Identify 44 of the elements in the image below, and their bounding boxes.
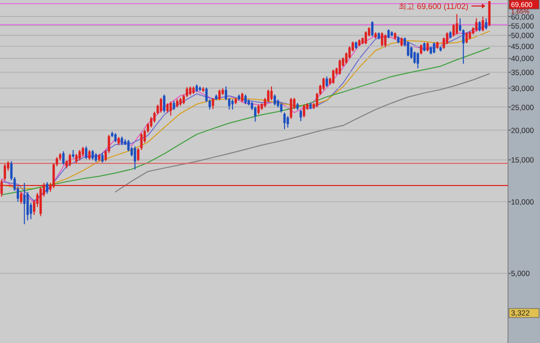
candlestick — [432, 42, 436, 54]
candlestick — [482, 16, 484, 32]
candlestick — [410, 46, 413, 60]
candlestick — [46, 182, 48, 194]
candlestick — [478, 20, 481, 32]
candlestick — [338, 58, 341, 76]
candlestick — [75, 153, 78, 164]
candlestick — [465, 32, 468, 44]
candlestick — [82, 146, 84, 157]
candlestick — [300, 109, 302, 122]
line-series — [114, 73, 490, 192]
candlestick — [241, 92, 244, 103]
candlestick — [280, 102, 282, 114]
candlestick — [442, 36, 446, 50]
candlestick — [163, 94, 166, 114]
candlestick — [286, 116, 289, 128]
candlestick — [384, 34, 386, 48]
candlestick — [326, 76, 328, 88]
candlestick — [406, 41, 410, 57]
candlestick — [170, 101, 172, 116]
candlestick — [426, 42, 429, 52]
candlestick — [416, 52, 420, 69]
candlestick — [62, 150, 65, 166]
candlestick — [423, 42, 426, 52]
candlestick — [88, 149, 91, 160]
candlestick — [4, 164, 6, 181]
annotation: 최고 69,600 (11/02) — [398, 2, 469, 11]
candlestick — [332, 69, 334, 84]
candlestick — [371, 20, 374, 37]
candlestick — [85, 146, 88, 160]
candlestick — [456, 14, 458, 35]
candlestick — [254, 106, 256, 122]
candlestick — [420, 44, 422, 55]
candlestick — [446, 32, 448, 45]
candlestick — [475, 18, 478, 32]
candlestick — [484, 18, 488, 30]
candlestick — [20, 191, 22, 204]
candlestick — [78, 149, 81, 162]
candlestick — [92, 149, 94, 160]
candlestick — [274, 94, 276, 106]
candlestick — [413, 50, 416, 64]
candlestick — [68, 153, 72, 167]
candlestick — [364, 30, 367, 45]
candlestick — [23, 182, 26, 225]
